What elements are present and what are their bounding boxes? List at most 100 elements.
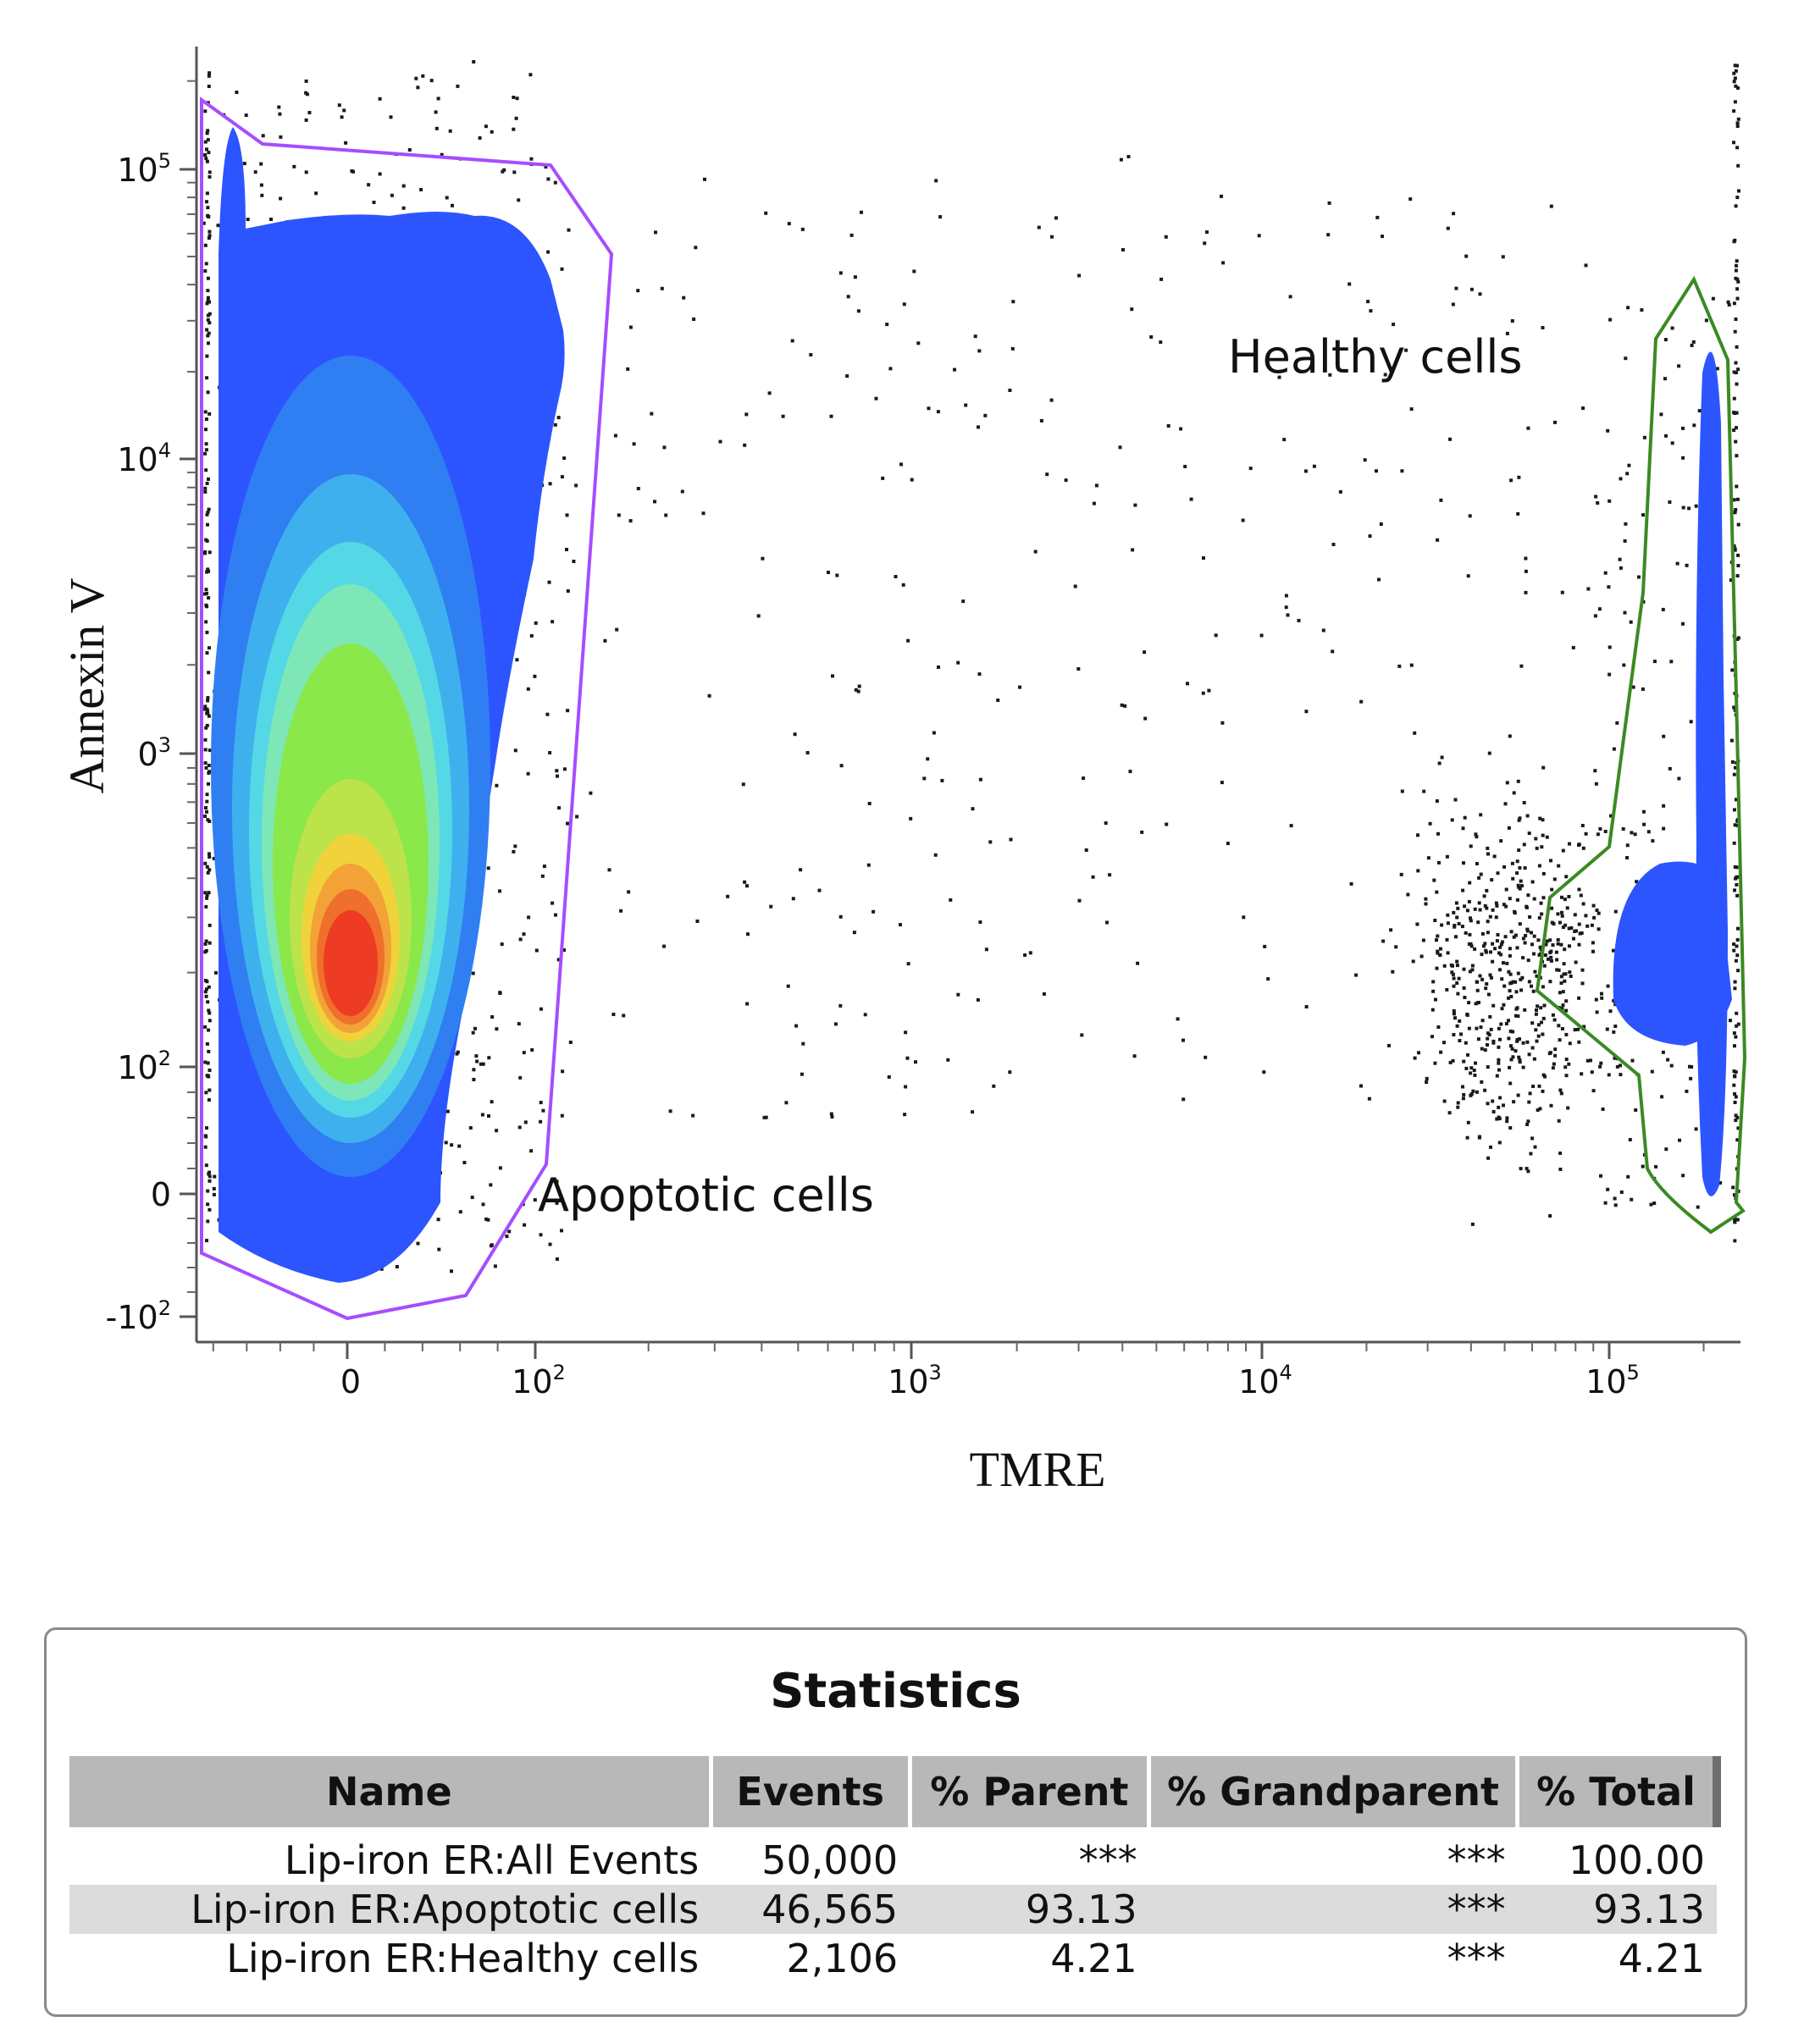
event-dot xyxy=(203,761,208,765)
y-tick-label: 104 xyxy=(117,439,171,478)
event-dot xyxy=(1502,865,1507,869)
event-dot xyxy=(1531,989,1536,993)
event-dot xyxy=(1563,979,1567,983)
event-dot xyxy=(1540,1020,1543,1025)
event-dot xyxy=(764,211,768,215)
event-dot xyxy=(203,737,208,742)
event-dot xyxy=(1502,903,1506,907)
event-dot xyxy=(487,1114,490,1118)
event-dot xyxy=(1619,1073,1623,1077)
event-dot xyxy=(1544,942,1548,947)
event-dot xyxy=(1321,628,1325,633)
axes: 0 102 103 104 105 -102 0 102 03 104 105 xyxy=(106,47,1740,1400)
table-row[interactable]: Lip-iron ER:Apoptotic cells 46,565 93.13… xyxy=(69,1885,1717,1934)
table-row[interactable]: Lip-iron ER:Healthy cells 2,106 4.21 ***… xyxy=(69,1934,1717,1983)
event-dot xyxy=(1381,939,1386,943)
event-dot xyxy=(1534,1028,1538,1032)
column-header-parent[interactable]: % Parent xyxy=(910,1756,1152,1827)
event-dot xyxy=(205,159,209,163)
event-dot xyxy=(1502,984,1507,988)
event-dot xyxy=(1555,968,1559,972)
event-dot xyxy=(208,923,212,927)
event-dot xyxy=(203,1025,208,1029)
event-dot xyxy=(1732,141,1735,145)
event-dot xyxy=(206,1219,210,1224)
event-dot xyxy=(613,434,617,438)
event-dot xyxy=(260,193,264,197)
event-dot xyxy=(909,816,913,820)
event-dot xyxy=(1367,1097,1371,1101)
event-dot xyxy=(204,262,208,266)
event-dot xyxy=(857,684,861,688)
event-dot xyxy=(253,170,257,174)
event-dot xyxy=(204,442,208,446)
event-dot xyxy=(1486,1156,1491,1160)
gate-healthy[interactable] xyxy=(1535,275,1747,1235)
column-header-events[interactable]: Events xyxy=(711,1756,912,1827)
event-dot xyxy=(1433,919,1437,922)
event-dot xyxy=(1498,945,1502,949)
event-dot xyxy=(1681,505,1685,510)
event-dot xyxy=(1625,472,1630,476)
event-dot xyxy=(207,477,210,481)
event-dot xyxy=(1735,944,1739,948)
event-dot xyxy=(1486,1043,1489,1047)
event-dot xyxy=(567,228,571,232)
event-dot xyxy=(1736,553,1740,557)
event-dot xyxy=(1461,1097,1465,1101)
event-dot xyxy=(1733,64,1737,68)
event-dot xyxy=(1511,980,1515,984)
event-dot xyxy=(486,1218,490,1222)
event-dot xyxy=(1462,1059,1466,1063)
event-dot xyxy=(1513,980,1518,984)
event-dot xyxy=(513,749,517,753)
event-dot xyxy=(636,487,640,490)
event-dot xyxy=(787,222,791,226)
event-dot xyxy=(1603,1201,1608,1205)
event-dot xyxy=(1580,968,1585,972)
event-dot xyxy=(1586,587,1591,591)
event-dot xyxy=(1288,295,1292,299)
event-dot xyxy=(479,1062,483,1066)
event-dot xyxy=(1495,1074,1499,1078)
event-dot xyxy=(1510,319,1514,323)
event-dot xyxy=(1562,962,1566,966)
event-dot xyxy=(207,1049,211,1053)
event-dot xyxy=(1497,1058,1501,1062)
column-header-name[interactable]: Name xyxy=(69,1756,713,1827)
event-dot xyxy=(208,868,212,872)
event-dot xyxy=(505,1235,509,1239)
event-dot xyxy=(1436,538,1440,542)
event-dot xyxy=(636,289,640,293)
event-dot xyxy=(1630,831,1634,835)
column-header-total[interactable]: % Total xyxy=(1517,1756,1722,1827)
event-dot xyxy=(1485,982,1489,986)
event-dot xyxy=(450,1143,454,1147)
event-dot xyxy=(1045,472,1049,477)
column-header-grandparent[interactable]: % Grandparent xyxy=(1148,1756,1520,1827)
event-dot xyxy=(205,605,209,609)
event-dot xyxy=(906,962,910,966)
x-tick-label: 102 xyxy=(512,1361,566,1400)
event-dot xyxy=(206,213,210,218)
event-dot xyxy=(206,1074,210,1078)
event-dot xyxy=(1440,755,1444,760)
event-dot xyxy=(517,1125,522,1130)
event-dot xyxy=(540,874,545,878)
event-dot xyxy=(1519,977,1523,981)
event-dot xyxy=(1436,1025,1441,1029)
event-dot xyxy=(1619,566,1623,570)
event-dot xyxy=(910,478,914,482)
event-dot xyxy=(1312,464,1316,468)
event-dot xyxy=(1077,273,1082,278)
event-dot xyxy=(1564,875,1569,879)
table-row[interactable]: Lip-iron ER:All Events 50,000 *** *** 10… xyxy=(69,1827,1717,1885)
event-dot xyxy=(1533,970,1537,974)
event-dot xyxy=(1528,915,1532,919)
event-dot xyxy=(761,556,765,561)
event-dot xyxy=(662,944,666,948)
event-dot xyxy=(1660,1095,1664,1099)
event-dot xyxy=(1438,953,1442,957)
event-dot xyxy=(514,116,518,120)
gate-apoptotic[interactable] xyxy=(200,97,614,1321)
